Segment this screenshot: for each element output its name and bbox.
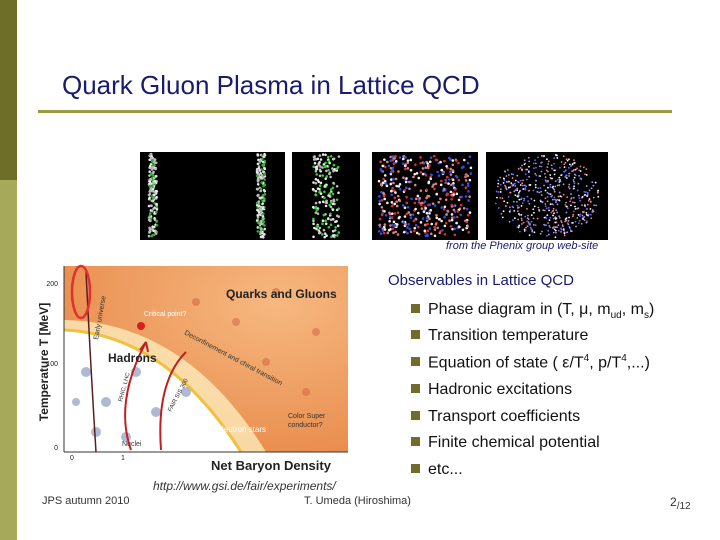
highlight-ellipse <box>70 264 92 320</box>
y-tick-100: 100 <box>46 361 58 368</box>
conductor-label: conductor? <box>288 422 323 429</box>
bullet-square-icon <box>411 437 420 446</box>
observable-item: Hadronic excitations <box>411 381 572 399</box>
collision-image-4 <box>486 152 608 240</box>
bullet-square-icon <box>411 464 420 473</box>
bullet-square-icon <box>411 411 420 420</box>
bullet-square-icon <box>411 357 420 367</box>
bullet-square-icon <box>411 384 420 393</box>
nuclei-label: Nuclei <box>122 441 142 448</box>
observable-item: Equation of state ( ε/T4, p/T4,...) <box>411 353 650 372</box>
hadrons-label: Hadrons <box>108 351 157 365</box>
observable-item: Transport coefficients <box>411 408 580 426</box>
observable-item: Finite chemical potential <box>411 434 600 452</box>
header-band <box>17 0 720 56</box>
diagram-credit-link[interactable]: http://www.gsi.de/fair/experiments/ <box>153 479 336 493</box>
footer-conference: JPS autumn 2010 <box>42 495 130 507</box>
slide-title: Quark Gluon Plasma in Lattice QCD <box>62 70 480 100</box>
neutron-stars-label: Neutron stars <box>218 425 266 434</box>
left-accent-bar <box>0 0 17 180</box>
x-axis-label: Net Baryon Density <box>211 458 332 473</box>
title-underline <box>38 110 672 113</box>
footer-author: T. Umeda (Hiroshima) <box>304 495 411 507</box>
observable-item: etc... <box>411 461 463 479</box>
y-tick-200: 200 <box>46 281 58 288</box>
left-accent-bar-lower <box>0 180 17 540</box>
page-number: 2/12 <box>670 495 691 513</box>
collision-image-3 <box>372 152 478 240</box>
x-tick-1: 1 <box>121 455 125 462</box>
y-tick-0: 0 <box>54 445 58 452</box>
collision-image-2 <box>292 152 360 240</box>
observable-item: Transition temperature <box>411 327 588 345</box>
observable-item: Phase diagram in (T, μ, mud, ms) <box>411 301 654 321</box>
bullet-square-icon <box>411 304 420 313</box>
collision-image-1 <box>140 152 285 240</box>
color-super-label: Color Super <box>288 413 326 420</box>
x-tick-0: 0 <box>70 455 74 462</box>
observables-heading: Observables in Lattice QCD <box>388 272 574 289</box>
qcd-phase-diagram: Temperature T [MeV] Net Baryon Density 2… <box>36 262 350 474</box>
y-axis-label: Temperature T [MeV] <box>37 303 51 421</box>
bullet-square-icon <box>411 330 420 339</box>
critical-point-label: Critical point? <box>144 311 187 318</box>
qgp-label: Quarks and Gluons <box>226 287 337 301</box>
image-credit: from the Phenix group web-site <box>446 240 599 252</box>
